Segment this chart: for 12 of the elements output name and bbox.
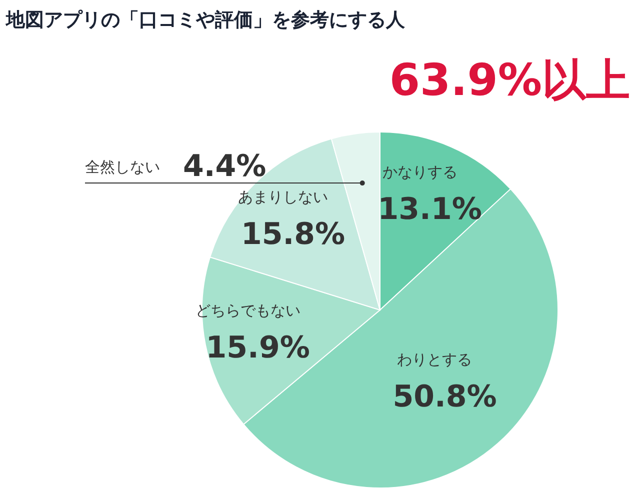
text: 63.9%以上	[389, 55, 630, 106]
slice-label: 全然しない	[85, 158, 160, 176]
data-label: 15.8%	[240, 216, 346, 252]
chart-title: 地図アプリの「口コミや評価」を参考にする人	[5, 9, 406, 31]
data-label: 50.8%	[392, 379, 497, 414]
slice-label: どちらでもない	[195, 302, 300, 320]
data-label: 15.9%	[206, 330, 310, 366]
data-label: 4.4%	[183, 149, 266, 184]
slice-label: わりとする	[397, 350, 472, 368]
slice-label: かなりする	[382, 162, 458, 181]
slice-label: あまりしない	[238, 188, 328, 206]
data-label: 13.1%	[378, 192, 482, 227]
